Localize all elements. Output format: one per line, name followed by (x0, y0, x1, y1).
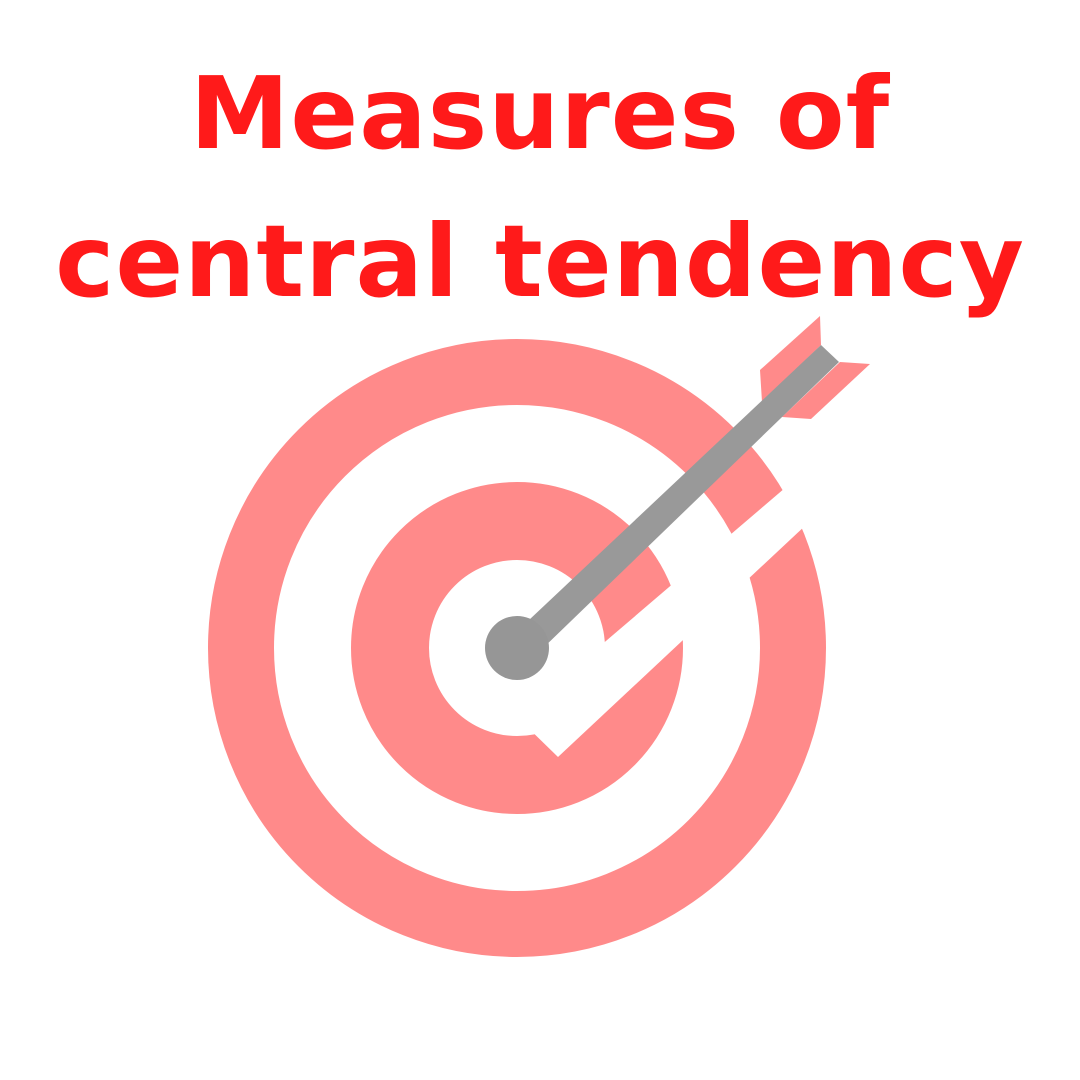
arrow-fletching (760, 316, 821, 402)
arrow-shaft (529, 345, 839, 651)
title-line-1: Measures of (189, 55, 891, 172)
title-line-2: central tendency (55, 203, 1025, 320)
arrow (485, 316, 870, 680)
middle-ring (351, 482, 683, 814)
page-title: Measures of central tendency (0, 40, 1080, 336)
target-rings (208, 339, 826, 957)
outer-ring (208, 339, 826, 957)
bullseye (485, 616, 549, 680)
arrow-fletching (782, 362, 870, 419)
